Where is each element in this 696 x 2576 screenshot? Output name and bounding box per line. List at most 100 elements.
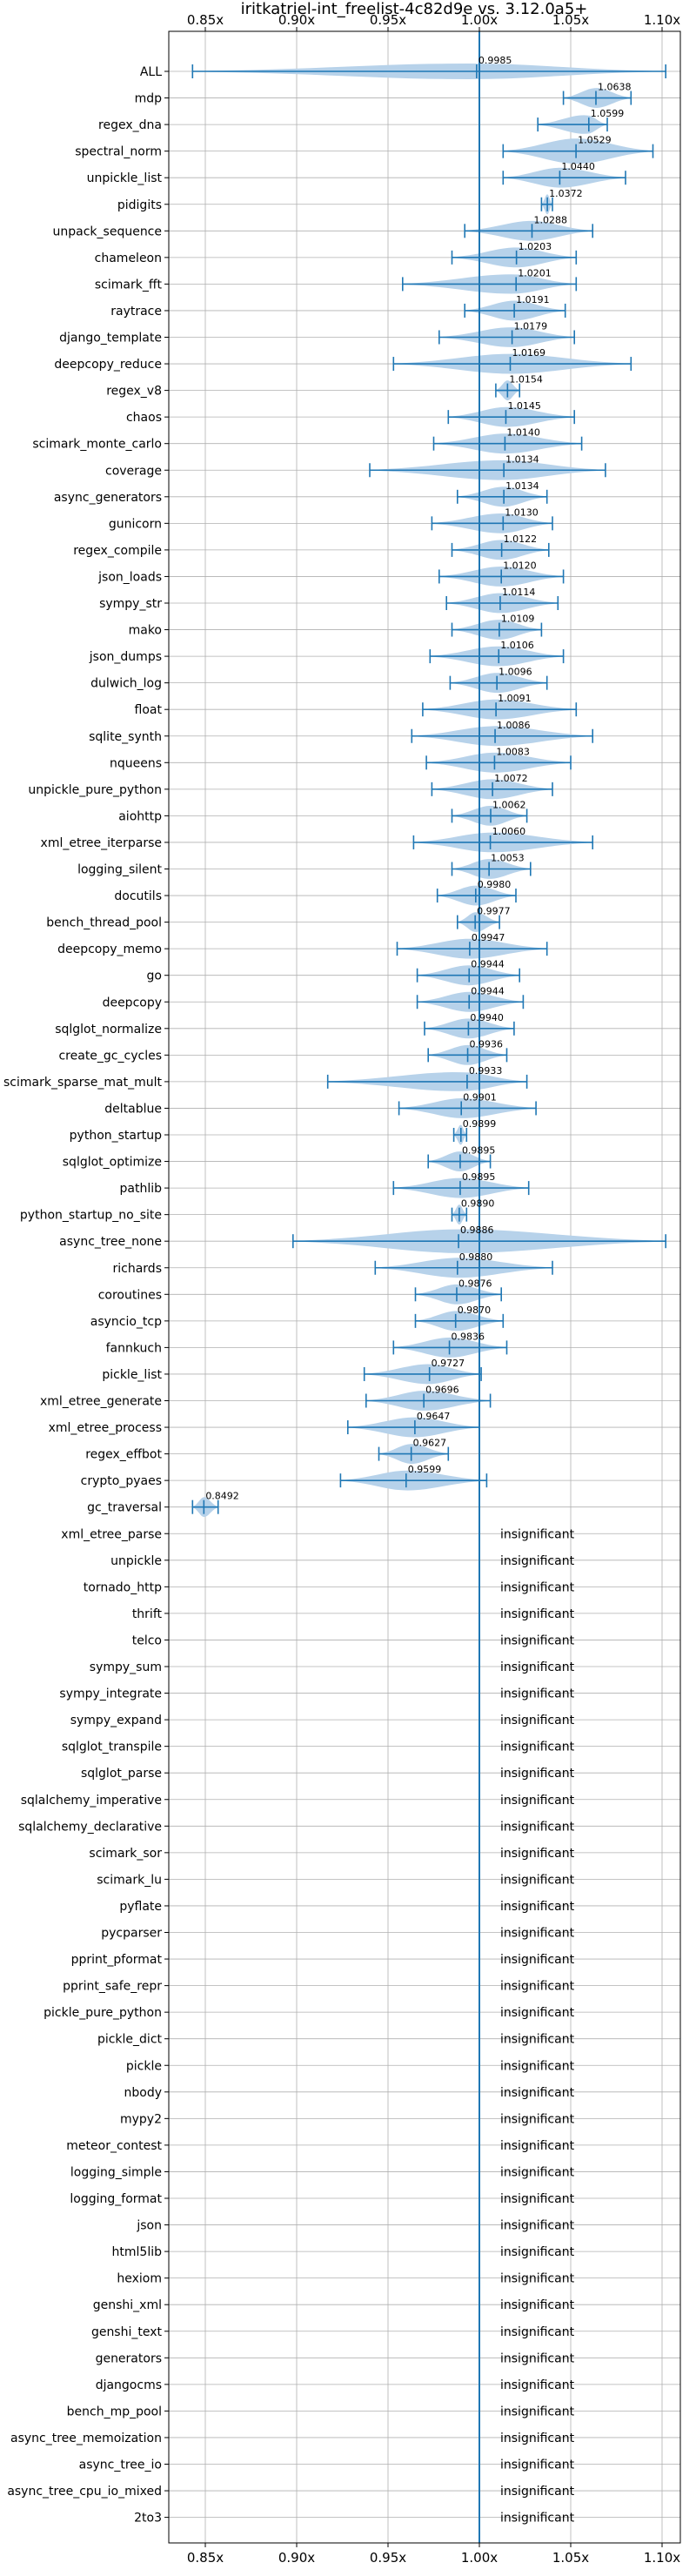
insignificant-label: insignificant: [500, 1633, 575, 1647]
benchmark-label: crypto_pyaes: [81, 1474, 162, 1488]
insignificant-label: insignificant: [500, 1927, 575, 1941]
benchmark-label: deepcopy_memo: [57, 943, 162, 956]
value-label: 1.0062: [492, 799, 526, 810]
benchmark-label: sqlalchemy_declarative: [18, 1820, 162, 1834]
value-label: 0.9696: [425, 1385, 459, 1396]
benchmark-label: gunicorn: [109, 517, 162, 531]
insignificant-label: insignificant: [500, 1767, 575, 1781]
value-label: 0.9886: [460, 1224, 494, 1236]
value-label: 0.9890: [461, 1198, 495, 1210]
plot-frame: [168, 30, 681, 2544]
benchmark-label: hexiom: [117, 2272, 162, 2286]
insignificant-label: insignificant: [500, 2245, 575, 2259]
insignificant-label: insignificant: [500, 2033, 575, 2047]
benchmark-label: django_template: [59, 332, 162, 345]
benchmark-label: sqlglot_optimize: [63, 1156, 162, 1170]
benchmark-label: spectral_norm: [75, 145, 162, 159]
value-label: 0.9899: [463, 1118, 497, 1130]
benchmark-label: async_tree_memoization: [10, 2432, 162, 2445]
mark-layer: [191, 31, 667, 2543]
value-label: 0.9870: [458, 1305, 492, 1316]
benchmark-label: gc_traversal: [87, 1501, 162, 1515]
value-label: 1.0179: [514, 321, 548, 332]
benchmark-label: nbody: [124, 2086, 163, 2100]
value-label: 1.0130: [505, 506, 539, 518]
value-label: 1.0091: [498, 693, 532, 704]
benchmark-label: bench_mp_pool: [67, 2405, 162, 2418]
benchmark-label: chaos: [126, 411, 162, 425]
benchmark-label: djangocms: [96, 2378, 162, 2392]
insignificant-label: insignificant: [500, 2192, 575, 2206]
benchmark-label: scimark_monte_carlo: [32, 438, 162, 452]
insignificant-label: insignificant: [500, 1900, 575, 1914]
benchmark-label: telco: [132, 1633, 162, 1647]
insignificant-label: insignificant: [500, 1980, 575, 1994]
benchmark-label: raytrace: [110, 305, 162, 319]
value-label: 1.0053: [491, 853, 525, 864]
value-label: 1.0096: [499, 667, 532, 678]
insignificant-label: insignificant: [500, 2378, 575, 2392]
benchmark-label: json_loads: [97, 570, 162, 584]
benchmark-label: thrift: [132, 1607, 163, 1621]
x-tick-label-top: 0.90x: [278, 12, 315, 28]
benchmark-label: json: [136, 2219, 162, 2233]
value-label: 0.9727: [432, 1358, 465, 1369]
benchmark-label: async_tree_none: [59, 1235, 162, 1249]
x-tick-label-top: 1.10x: [644, 12, 680, 28]
value-label: 0.9599: [408, 1464, 442, 1475]
insignificant-label: insignificant: [500, 1794, 575, 1808]
benchmark-label: nqueens: [110, 756, 162, 770]
benchmark-label: create_gc_cycles: [58, 1049, 162, 1063]
benchmark-label: logging_format: [70, 2192, 162, 2206]
value-label: 1.0140: [506, 427, 540, 439]
benchmark-label: sqlglot_normalize: [55, 1023, 162, 1036]
benchmark-label: genshi_text: [91, 2325, 163, 2339]
value-label: 0.9985: [478, 55, 512, 66]
benchmark-label: sqlglot_transpile: [62, 1741, 162, 1754]
value-label: 1.0106: [500, 640, 534, 651]
benchmark-label: pickle_pure_python: [44, 2006, 162, 2020]
benchmark-label: xml_etree_iterparse: [41, 836, 162, 850]
value-label: 1.0145: [507, 400, 541, 412]
value-label: 0.9895: [462, 1171, 496, 1183]
benchmark-label: pprint_safe_repr: [63, 1980, 162, 1994]
insignificant-label: insignificant: [500, 2432, 575, 2445]
benchmark-label: 2to3: [134, 2512, 162, 2526]
value-label: 1.0288: [533, 214, 567, 225]
benchmark-label: async_tree_cpu_io_mixed: [7, 2485, 162, 2499]
benchmark-label: mdp: [135, 92, 163, 106]
benchmark-label: sqlglot_parse: [81, 1767, 162, 1781]
benchmark-label: genshi_xml: [93, 2298, 162, 2312]
value-label: 0.9944: [471, 985, 505, 996]
benchmark-label: asyncio_tcp: [90, 1315, 162, 1329]
value-label: 1.0109: [501, 614, 535, 625]
benchmark-label: meteor_contest: [66, 2139, 162, 2153]
benchmark-label: xml_etree_process: [49, 1421, 162, 1435]
insignificant-label: insignificant: [500, 2059, 575, 2073]
benchmark-label: go: [147, 969, 162, 983]
benchmark-label: pycparser: [101, 1927, 162, 1941]
chart-title: iritkatriel-int_freelist-4c82d9e vs. 3.1…: [241, 0, 588, 18]
value-label: 1.0122: [504, 533, 538, 545]
value-label: 0.9936: [470, 1038, 504, 1050]
x-tick-label-top: 0.85x: [187, 12, 224, 28]
benchmark-label: tornado_http: [84, 1580, 162, 1594]
benchmark-label: dulwich_log: [90, 677, 162, 691]
benchmark-label: deltablue: [104, 1102, 162, 1116]
benchmark-label: regex_compile: [73, 544, 162, 558]
insignificant-label: insignificant: [500, 2086, 575, 2100]
benchmark-label: logging_silent: [77, 863, 162, 877]
insignificant-label: insignificant: [500, 1953, 575, 1967]
insignificant-label: insignificant: [500, 2139, 575, 2153]
value-label: 1.0072: [494, 773, 528, 784]
benchmark-label: pickle_dict: [97, 2033, 163, 2047]
insignificant-label: insignificant: [500, 1687, 575, 1701]
insignificant-label: insignificant: [500, 1660, 575, 1674]
benchmark-label: scimark_fft: [95, 278, 163, 292]
benchmark-label: html5lib: [112, 2245, 163, 2259]
value-label: 0.9627: [413, 1438, 447, 1449]
value-label: 0.9876: [458, 1278, 492, 1289]
benchmark-label: async_generators: [54, 491, 162, 505]
benchmark-label: fannkuch: [106, 1341, 162, 1355]
